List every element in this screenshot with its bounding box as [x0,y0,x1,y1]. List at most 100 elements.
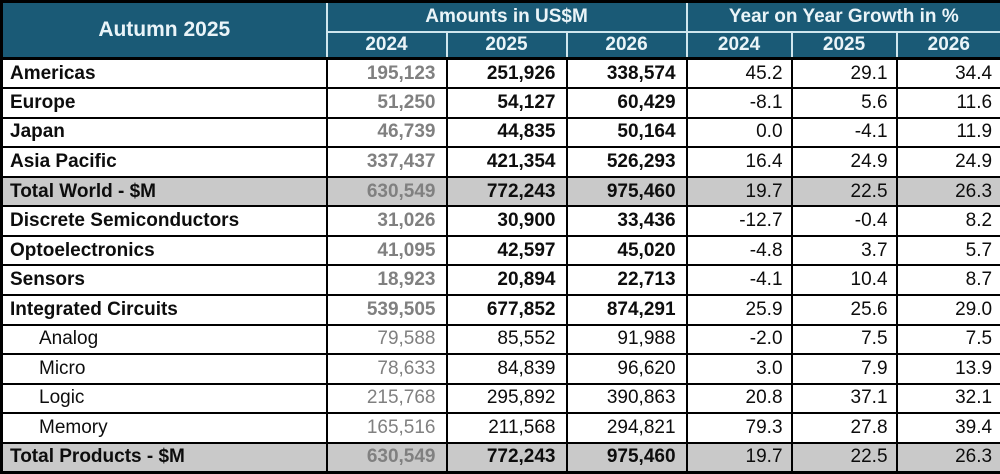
table-row-analog: Analog 79,588 85,552 91,988 -2.0 7.5 7.5 [0,323,1000,356]
col-header-amounts-2024: 2024 [325,30,448,60]
table-cell: 79.3 [685,412,793,444]
table-cell: 0.0 [685,116,793,149]
row-label: Integrated Circuits [0,294,328,326]
table-cell: 30,900 [445,205,568,237]
table-cell: 251,926 [445,57,568,90]
table-cell: 19.7 [685,175,793,208]
header-group-row: Autumn 2025 Amounts in US$M Year on Year… [0,0,1000,60]
table-cell: 295,892 [445,382,568,415]
table-cell: 22,713 [565,264,688,296]
row-label: Analog [0,323,328,356]
table-cell: 45,020 [565,234,688,267]
header-year-row: 2024 2025 2026 2024 2025 2026 [2,30,1000,60]
table-row-discrete-semiconductors: Discrete Semiconductors 31,026 30,900 33… [0,205,1000,237]
row-label: Asia Pacific [0,146,328,178]
table-header: Autumn 2025 Amounts in US$M Year on Year… [0,0,1000,60]
table-cell: 7.9 [790,353,898,385]
table-cell: 165,516 [325,412,448,444]
table-cell: 44,835 [445,116,568,149]
table-row-sensors: Sensors 18,923 20,894 22,713 -4.1 10.4 8… [0,264,1000,296]
table-body: Americas 195,123 251,926 338,574 45.2 29… [0,57,1000,474]
table-cell: 195,123 [325,57,448,90]
table-cell: 26.3 [895,175,1000,208]
table-cell: 5.6 [790,87,898,119]
table-cell: 5.7 [895,234,1000,267]
table-cell: 421,354 [445,146,568,178]
col-header-growth-2024: 2024 [685,30,793,60]
table-cell: 19.7 [685,441,793,474]
table-cell: 975,460 [565,175,688,208]
table-row-japan: Japan 46,739 44,835 50,164 0.0 -4.1 11.9 [0,116,1000,149]
table-cell: 338,574 [565,57,688,90]
table-row-europe: Europe 51,250 54,127 60,429 -8.1 5.6 11.… [0,87,1000,119]
table-cell: 20.8 [685,382,793,415]
table-cell: 26.3 [895,441,1000,474]
table-cell: 539,505 [325,294,448,326]
table-row-memory: Memory 165,516 211,568 294,821 79.3 27.8… [0,412,1000,444]
table-title: Autumn 2025 [0,0,328,60]
table-cell: 630,549 [325,441,448,474]
table-cell: 24.9 [895,146,1000,178]
table-cell: 677,852 [445,294,568,326]
table-row-asia-pacific: Asia Pacific 337,437 421,354 526,293 16.… [0,146,1000,178]
table-cell: -0.4 [790,205,898,237]
table-cell: 46,739 [325,116,448,149]
table-cell: 11.9 [895,116,1000,149]
table-cell: 3.7 [790,234,898,267]
table-row-total-products: Total Products - $M 630,549 772,243 975,… [0,441,1000,474]
table-cell: 37.1 [790,382,898,415]
table-cell: 20,894 [445,264,568,296]
row-label: Total Products - $M [0,441,328,474]
table-cell: 51,250 [325,87,448,119]
table-cell: 10.4 [790,264,898,296]
table-cell: 526,293 [565,146,688,178]
table-row-micro: Micro 78,633 84,839 96,620 3.0 7.9 13.9 [0,353,1000,385]
table-cell: 34.4 [895,57,1000,90]
col-header-growth-2026: 2026 [895,30,1000,60]
table-row-americas: Americas 195,123 251,926 338,574 45.2 29… [0,57,1000,90]
table-cell: -4.1 [790,116,898,149]
row-label: Japan [0,116,328,149]
row-label: Americas [0,57,328,90]
table-row-logic: Logic 215,768 295,892 390,863 20.8 37.1 … [0,382,1000,415]
table-cell: 294,821 [565,412,688,444]
table-cell: 41,095 [325,234,448,267]
row-label: Optoelectronics [0,234,328,267]
table-cell: 50,164 [565,116,688,149]
table-row-total-world: Total World - $M 630,549 772,243 975,460… [0,175,1000,208]
col-header-amounts-2026: 2026 [565,30,688,60]
table-cell: 215,768 [325,382,448,415]
row-label: Total World - $M [0,175,328,208]
table-cell: 25.9 [685,294,793,326]
table-cell: 18,923 [325,264,448,296]
table-cell: 7.5 [790,323,898,356]
table-cell: 16.4 [685,146,793,178]
table-cell: 337,437 [325,146,448,178]
table-cell: 84,839 [445,353,568,385]
table-cell: 79,588 [325,323,448,356]
table-cell: -2.0 [685,323,793,356]
table-cell: 8.2 [895,205,1000,237]
table-cell: 45.2 [685,57,793,90]
table-cell: 31,026 [325,205,448,237]
table-cell: 96,620 [565,353,688,385]
table-cell: 29.0 [895,294,1000,326]
table-cell: 60,429 [565,87,688,119]
table-cell: 22.5 [790,441,898,474]
table-cell: -4.8 [685,234,793,267]
table-cell: 874,291 [565,294,688,326]
table-cell: 772,243 [445,175,568,208]
table-cell: -12.7 [685,205,793,237]
row-label: Micro [0,353,328,385]
table-cell: 54,127 [445,87,568,119]
table-cell: 33,436 [565,205,688,237]
table-cell: 390,863 [565,382,688,415]
row-label: Discrete Semiconductors [0,205,328,237]
table-cell: 772,243 [445,441,568,474]
table-cell: 975,460 [565,441,688,474]
table-cell: 32.1 [895,382,1000,415]
table-row-optoelectronics: Optoelectronics 41,095 42,597 45,020 -4.… [0,234,1000,267]
col-header-amounts-2025: 2025 [445,30,568,60]
table-cell: 7.5 [895,323,1000,356]
